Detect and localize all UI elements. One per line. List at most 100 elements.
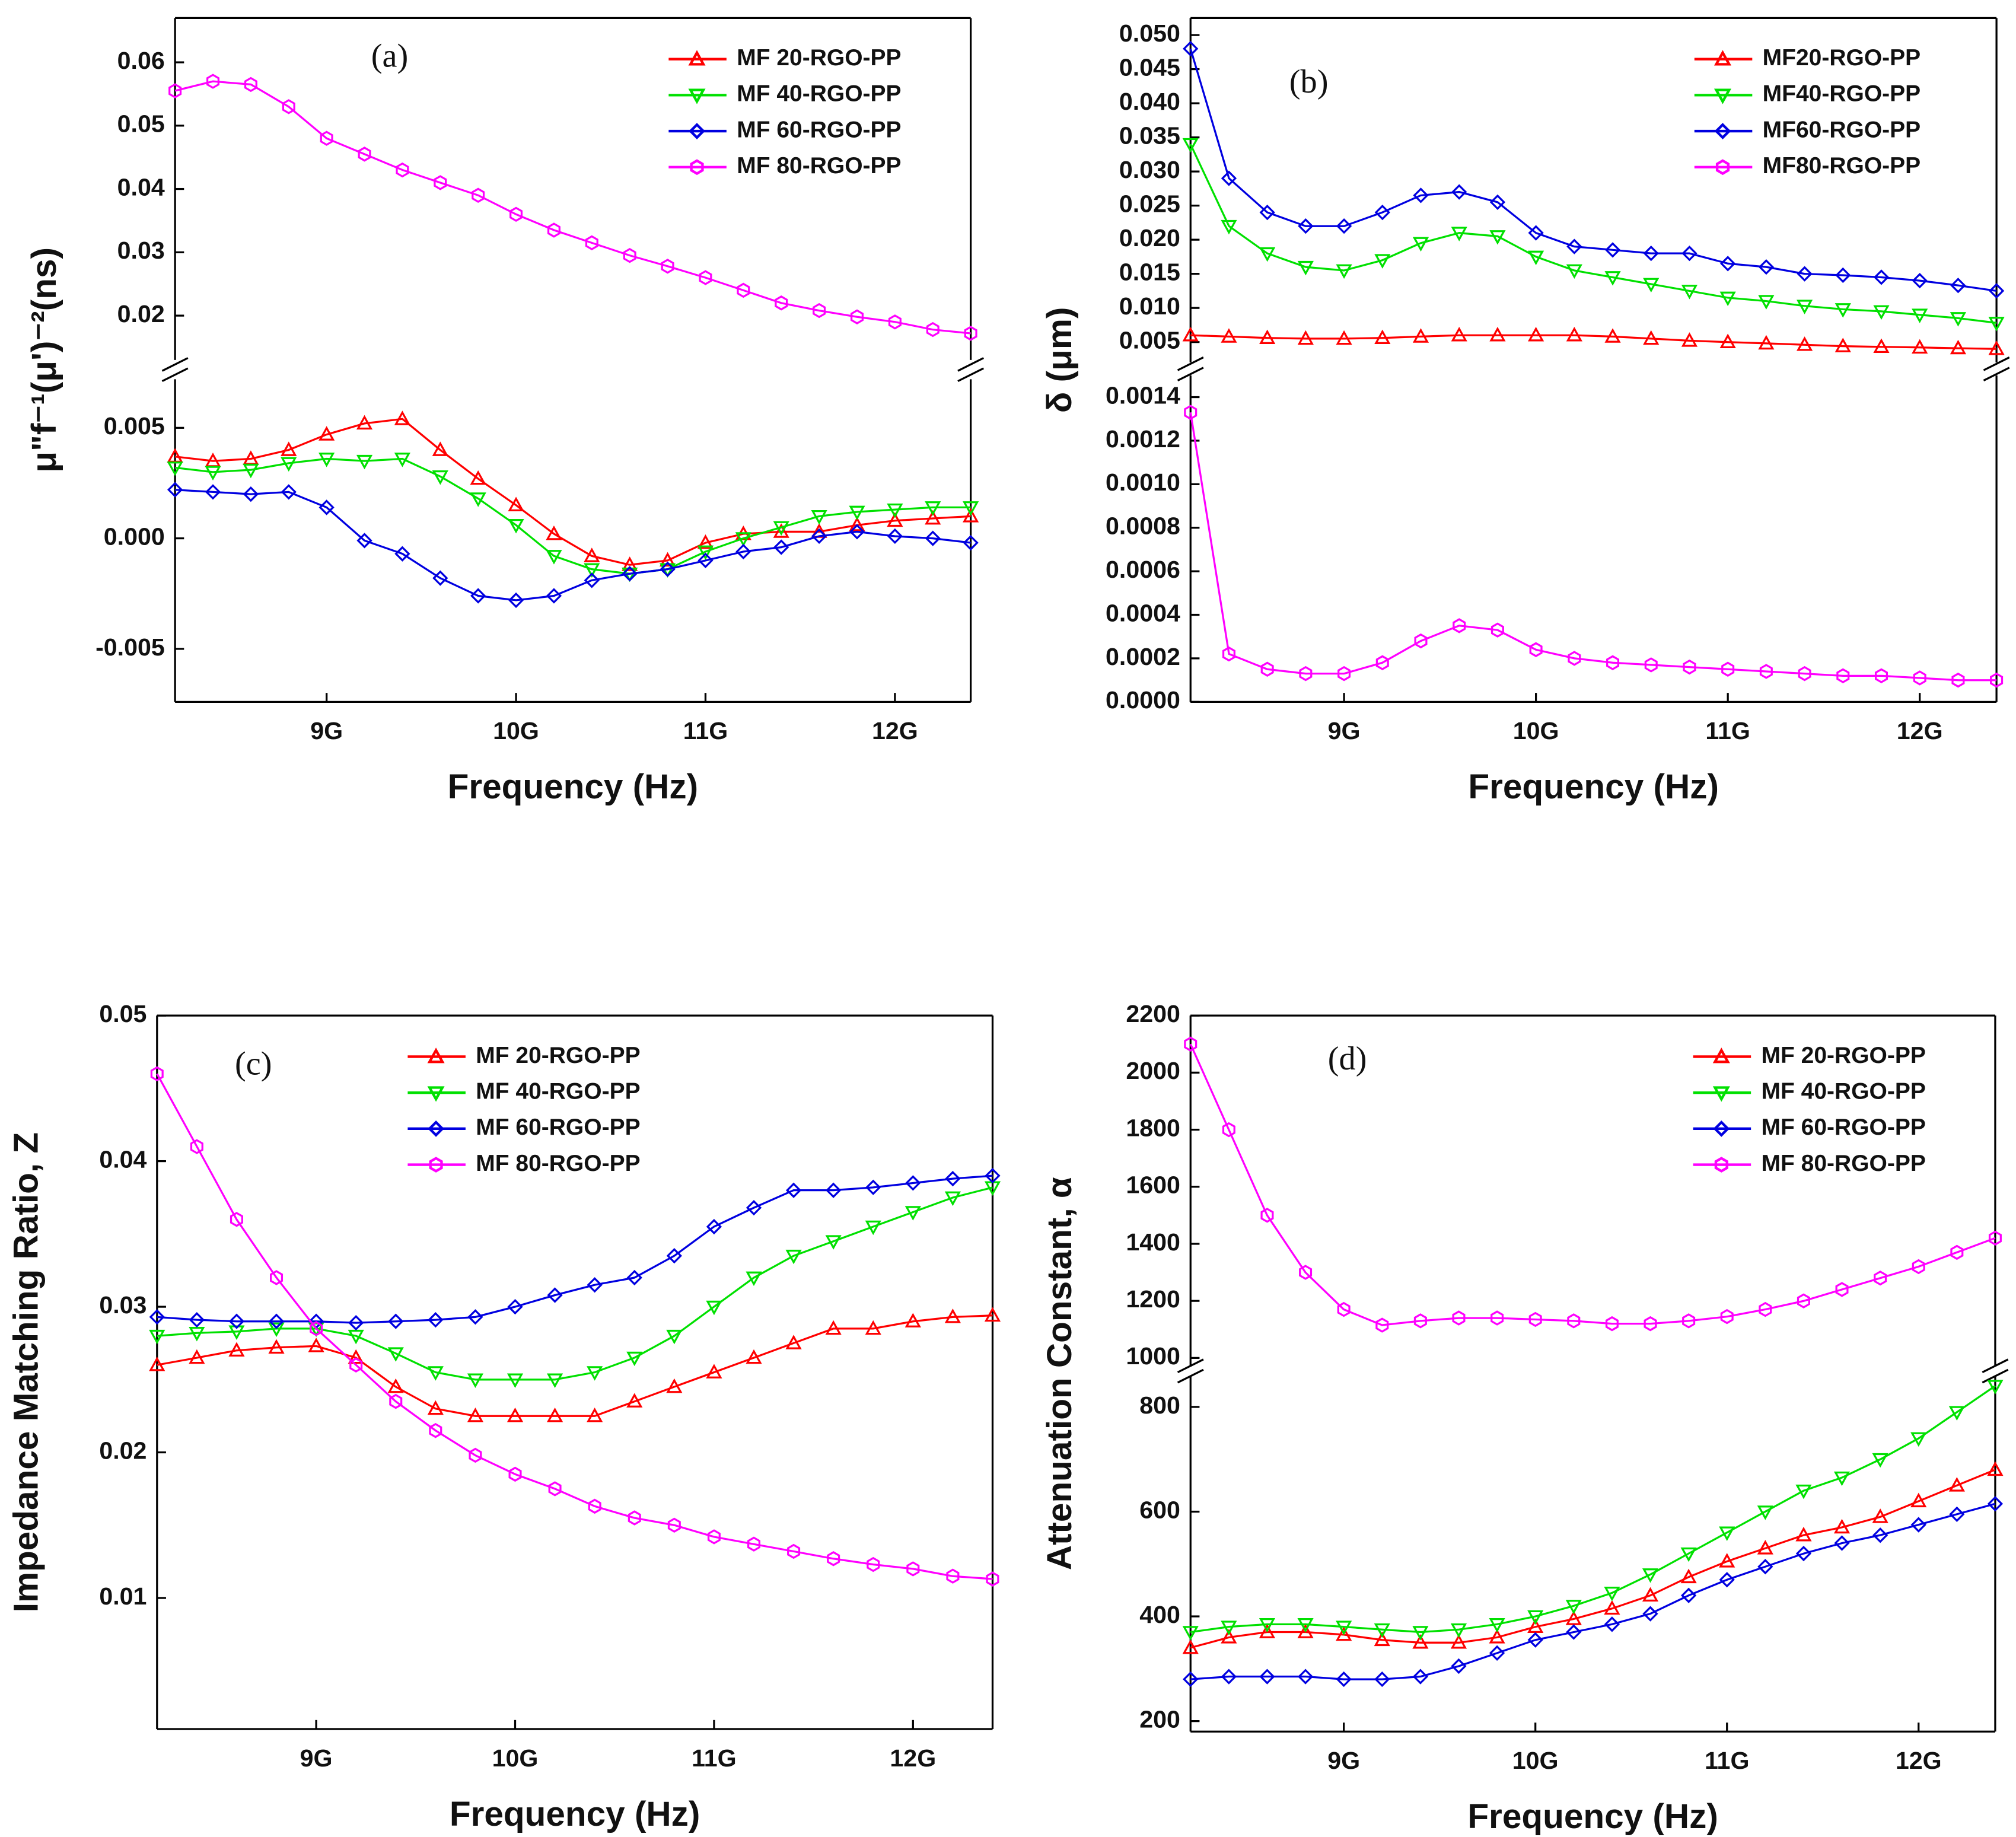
data-point (1643, 330, 1660, 345)
data-point (813, 303, 826, 319)
legend-marker (1712, 1048, 1730, 1064)
data-point (1451, 1658, 1467, 1674)
data-point (432, 470, 448, 485)
data-point (428, 1312, 444, 1328)
data-point (1221, 1629, 1237, 1644)
data-point (1452, 1310, 1466, 1326)
data-point (1680, 1547, 1697, 1562)
legend-label: MF 80-RGO-PP (1762, 1151, 1926, 1176)
data-point (626, 1269, 642, 1286)
data-point (1949, 1506, 1965, 1523)
data-point (268, 1313, 285, 1329)
data-point (706, 1218, 722, 1235)
y-tick-label: 0.0008 (1106, 512, 1180, 540)
series-line (174, 80, 971, 335)
data-point (1183, 1671, 1199, 1688)
y-tick-label: 0.0014 (1106, 381, 1180, 409)
data-point (507, 1298, 523, 1315)
data-point (1720, 256, 1736, 272)
data-point (394, 546, 410, 562)
panel-label: (d) (1328, 1040, 1367, 1077)
data-point (1450, 1634, 1467, 1649)
data-point (622, 566, 638, 582)
data-point (944, 1191, 961, 1206)
data-point (206, 74, 220, 89)
data-point (1872, 1508, 1888, 1523)
data-point (268, 1339, 285, 1354)
data-point (964, 326, 977, 341)
data-point (228, 1342, 245, 1357)
data-point (1337, 1301, 1351, 1317)
data-point (1795, 1545, 1812, 1562)
data-point (1758, 335, 1775, 350)
data-point (189, 1312, 205, 1328)
data-point (228, 1325, 245, 1340)
data-point (1719, 1526, 1735, 1541)
y-tick-label: 0.0010 (1106, 469, 1180, 496)
data-point (1604, 1600, 1620, 1615)
y-tick-label: 0.030 (1119, 156, 1180, 183)
data-point (205, 484, 221, 500)
data-point (1604, 271, 1621, 286)
data-point (773, 539, 789, 555)
data-point (1680, 1568, 1697, 1584)
data-point (348, 1329, 364, 1345)
data-point (1528, 250, 1544, 266)
data-point (189, 1326, 205, 1342)
data-point (1297, 260, 1314, 276)
data-point (1259, 329, 1276, 345)
data-point (963, 501, 979, 516)
series-line (1190, 1469, 1996, 1649)
series-line (175, 489, 971, 601)
data-point (1259, 1669, 1275, 1685)
data-point (1950, 278, 1966, 294)
data-point (1260, 661, 1274, 677)
y-tick-label: 600 (1139, 1496, 1180, 1523)
legend-label: MF60-RGO-PP (1763, 117, 1921, 142)
data-point (1605, 1316, 1619, 1332)
data-point (1948, 1406, 1965, 1421)
y-tick-label: 0.0002 (1106, 643, 1180, 670)
legend-label: MF 80-RGO-PP (476, 1151, 640, 1176)
legend-label: MF20-RGO-PP (1763, 45, 1921, 71)
series-line (174, 418, 971, 566)
data-point (149, 1309, 165, 1325)
data-point (587, 1366, 603, 1381)
data-point (865, 1320, 881, 1335)
axis-break (1983, 367, 2010, 381)
data-point (1720, 1308, 1734, 1325)
data-point (1297, 1618, 1314, 1633)
legend-marker (1714, 1157, 1728, 1173)
data-point (1757, 1540, 1773, 1555)
data-point (825, 1320, 842, 1335)
data-point (1374, 204, 1390, 221)
data-point (963, 534, 979, 551)
x-tick-label: 11G (1705, 717, 1750, 744)
legend-label: MF 20-RGO-PP (1762, 1043, 1926, 1068)
y-tick-label: 0.04 (99, 1145, 146, 1173)
data-point (926, 321, 939, 338)
data-point (1490, 1310, 1504, 1326)
data-point (1567, 1313, 1581, 1329)
data-point (1987, 1380, 2004, 1395)
data-point (1221, 1620, 1237, 1635)
data-point (1835, 338, 1851, 352)
legend-label: MF80-RGO-PP (1763, 153, 1921, 179)
data-point (547, 222, 560, 238)
data-point (1259, 204, 1275, 221)
data-point (1297, 1669, 1314, 1685)
data-point (1566, 1624, 1582, 1640)
data-point (546, 550, 562, 565)
data-point (1259, 1623, 1276, 1638)
legend-marker (1714, 50, 1732, 66)
data-point (1758, 259, 1775, 275)
data-point (1910, 1492, 1927, 1508)
legend-label: MF 40-RGO-PP (476, 1078, 640, 1104)
data-point (706, 1300, 722, 1316)
data-point (546, 1407, 563, 1422)
legend-label: MF40-RGO-PP (1763, 81, 1921, 107)
data-point (1297, 330, 1314, 345)
data-point (1489, 1645, 1505, 1661)
data-point (584, 572, 600, 588)
data-point (434, 175, 447, 190)
